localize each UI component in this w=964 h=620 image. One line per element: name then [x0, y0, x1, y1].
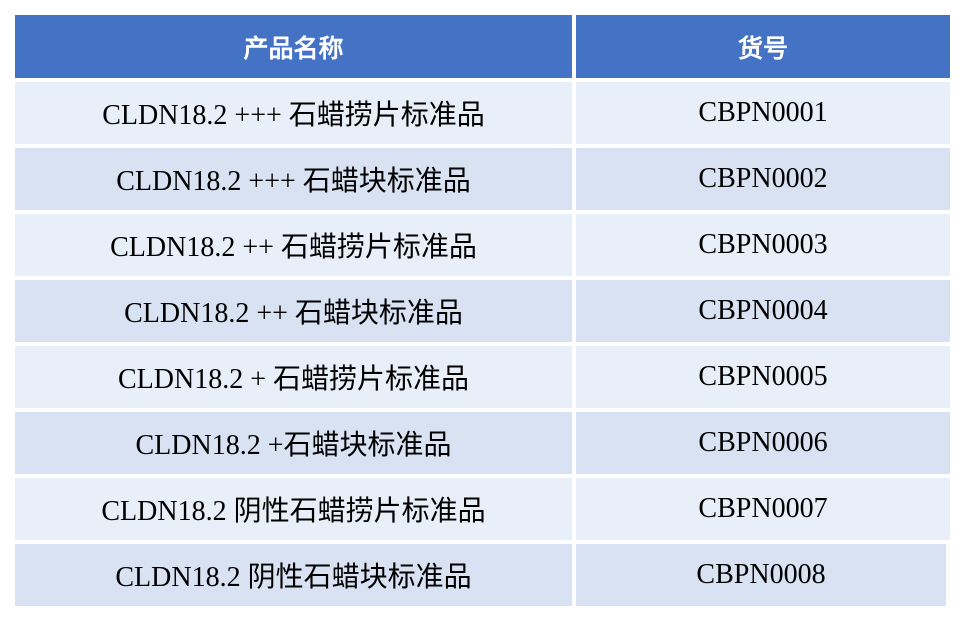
cell-catalog-number: CBPN0005	[576, 346, 950, 408]
cell-catalog-number: CBPN0003	[576, 214, 950, 276]
cell-product-name: CLDN18.2 ++ 石蜡块标准品	[15, 280, 572, 342]
product-table: 产品名称 货号 CLDN18.2 +++ 石蜡捞片标准品 CBPN0001 CL…	[15, 15, 950, 606]
cell-catalog-number: CBPN0008	[576, 544, 946, 606]
cell-catalog-number: CBPN0004	[576, 280, 950, 342]
cell-catalog-number: CBPN0007	[576, 478, 950, 540]
header-catalog-number: 货号	[576, 15, 950, 78]
cell-product-name: CLDN18.2 ++ 石蜡捞片标准品	[15, 214, 572, 276]
cell-product-name: CLDN18.2 +++ 石蜡捞片标准品	[15, 82, 572, 144]
cell-catalog-number: CBPN0006	[576, 412, 950, 474]
cell-catalog-number: CBPN0002	[576, 148, 950, 210]
cell-product-name: CLDN18.2 +石蜡块标准品	[15, 412, 572, 474]
cell-product-name: CLDN18.2 阴性石蜡捞片标准品	[15, 478, 572, 540]
cell-catalog-number: CBPN0001	[576, 82, 950, 144]
cell-product-name: CLDN18.2 阴性石蜡块标准品	[15, 544, 572, 606]
header-product-name: 产品名称	[15, 15, 572, 78]
cell-product-name: CLDN18.2 +++ 石蜡块标准品	[15, 148, 572, 210]
cell-product-name: CLDN18.2 + 石蜡捞片标准品	[15, 346, 572, 408]
